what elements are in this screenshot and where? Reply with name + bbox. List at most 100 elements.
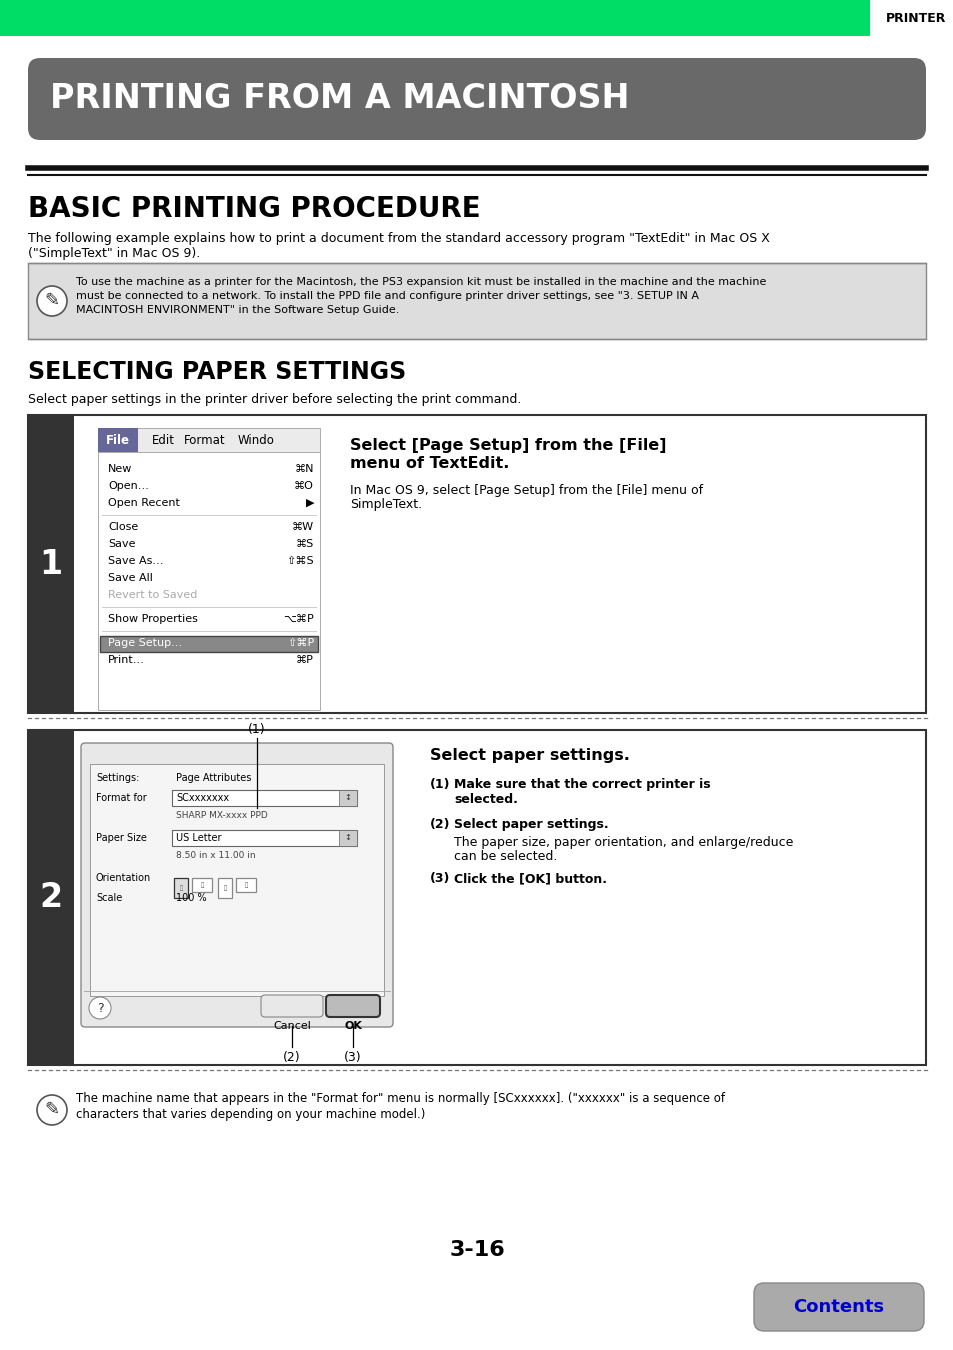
Bar xyxy=(98,428,319,452)
Text: Cancel: Cancel xyxy=(273,1021,311,1031)
Circle shape xyxy=(37,286,67,316)
Text: 8.50 in x 11.00 in: 8.50 in x 11.00 in xyxy=(175,852,255,860)
Bar xyxy=(218,878,232,898)
Text: can be selected.: can be selected. xyxy=(454,850,557,863)
Text: PRINTER: PRINTER xyxy=(885,12,945,24)
Text: (3): (3) xyxy=(344,1052,361,1064)
Text: MACINTOSH ENVIRONMENT" in the Software Setup Guide.: MACINTOSH ENVIRONMENT" in the Software S… xyxy=(76,305,399,315)
Text: (2): (2) xyxy=(430,818,450,832)
Text: ⌥⌘P: ⌥⌘P xyxy=(283,614,314,624)
Text: Paper Size: Paper Size xyxy=(96,833,147,842)
Text: US Letter: US Letter xyxy=(175,833,221,842)
Text: ⌘S: ⌘S xyxy=(295,539,314,549)
Circle shape xyxy=(89,998,111,1019)
Text: (1): (1) xyxy=(248,724,266,736)
Text: ⬜: ⬜ xyxy=(244,882,248,888)
Text: ⬜: ⬜ xyxy=(200,882,203,888)
Bar xyxy=(172,769,356,786)
Text: Orientation: Orientation xyxy=(96,873,152,883)
Text: Format: Format xyxy=(184,433,226,447)
Text: ⌘P: ⌘P xyxy=(295,655,314,666)
Text: Select paper settings in the printer driver before selecting the print command.: Select paper settings in the printer dri… xyxy=(28,393,521,406)
Text: Save: Save xyxy=(108,539,135,549)
Text: The following example explains how to print a document from the standard accesso: The following example explains how to pr… xyxy=(28,232,769,244)
Text: ⌘O: ⌘O xyxy=(294,481,314,491)
Text: ⇧⌘P: ⇧⌘P xyxy=(287,639,314,648)
Bar xyxy=(28,730,925,1065)
Text: (1): (1) xyxy=(430,778,450,791)
Bar xyxy=(90,764,384,996)
Text: ✎: ✎ xyxy=(45,292,59,311)
Text: Page Setup…: Page Setup… xyxy=(108,639,182,648)
Text: Print…: Print… xyxy=(108,655,145,666)
Text: menu of TextEdit.: menu of TextEdit. xyxy=(350,456,509,471)
Text: Close: Close xyxy=(108,522,138,532)
Bar xyxy=(0,0,953,36)
Text: ⌘W: ⌘W xyxy=(292,522,314,532)
Text: Show Properties: Show Properties xyxy=(108,614,197,624)
Bar xyxy=(100,636,317,652)
Bar xyxy=(0,0,869,36)
Text: BASIC PRINTING PROCEDURE: BASIC PRINTING PROCEDURE xyxy=(28,194,480,223)
Text: File: File xyxy=(106,433,130,447)
Text: Make sure that the correct printer is: Make sure that the correct printer is xyxy=(454,778,710,791)
Text: ⌘N: ⌘N xyxy=(294,464,314,474)
Text: Click the [OK] button.: Click the [OK] button. xyxy=(454,872,606,886)
Text: In Mac OS 9, select [Page Setup] from the [File] menu of: In Mac OS 9, select [Page Setup] from th… xyxy=(350,485,702,497)
Bar xyxy=(173,878,188,898)
Text: Contents: Contents xyxy=(793,1297,883,1316)
Text: SHARP MX-xxxx PPD: SHARP MX-xxxx PPD xyxy=(175,811,268,821)
Text: Page Attributes: Page Attributes xyxy=(175,774,251,783)
Bar xyxy=(28,263,925,339)
Text: ?: ? xyxy=(96,1002,103,1014)
Bar xyxy=(338,790,356,806)
Bar xyxy=(98,452,319,710)
Text: Scale: Scale xyxy=(96,892,122,903)
Text: Windo: Windo xyxy=(237,433,274,447)
Text: SCxxxxxxx: SCxxxxxxx xyxy=(175,792,229,803)
Text: 2: 2 xyxy=(39,882,63,914)
Text: Open Recent: Open Recent xyxy=(108,498,180,508)
Text: The paper size, paper orientation, and enlarge/reduce: The paper size, paper orientation, and e… xyxy=(454,836,793,849)
Bar xyxy=(192,878,212,892)
Bar xyxy=(172,890,356,906)
Text: Select paper settings.: Select paper settings. xyxy=(454,818,608,832)
Text: Select [Page Setup] from the [File]: Select [Page Setup] from the [File] xyxy=(350,437,666,454)
Bar xyxy=(869,0,953,36)
Text: Revert to Saved: Revert to Saved xyxy=(108,590,197,599)
Text: ("SimpleText" in Mac OS 9).: ("SimpleText" in Mac OS 9). xyxy=(28,247,200,261)
Circle shape xyxy=(37,1095,67,1125)
Text: OK: OK xyxy=(344,1021,361,1031)
FancyBboxPatch shape xyxy=(261,995,323,1017)
FancyBboxPatch shape xyxy=(753,1282,923,1331)
Text: Open…: Open… xyxy=(108,481,149,491)
Text: ⬜: ⬜ xyxy=(223,886,227,891)
Text: Edit: Edit xyxy=(152,433,174,447)
Text: 3-16: 3-16 xyxy=(449,1241,504,1260)
Bar xyxy=(98,428,138,452)
Text: (2): (2) xyxy=(283,1052,300,1064)
Text: SimpleText.: SimpleText. xyxy=(350,498,421,512)
Bar xyxy=(28,414,74,713)
Text: 1: 1 xyxy=(39,548,63,580)
Text: ↕: ↕ xyxy=(344,833,351,842)
Text: ⬜: ⬜ xyxy=(179,886,182,891)
Text: characters that varies depending on your machine model.): characters that varies depending on your… xyxy=(76,1108,425,1120)
Bar xyxy=(172,830,356,846)
Text: ⇧⌘S: ⇧⌘S xyxy=(286,556,314,566)
Text: ✎: ✎ xyxy=(45,1102,59,1119)
Bar xyxy=(235,878,255,892)
Text: must be connected to a network. To install the PPD file and configure printer dr: must be connected to a network. To insta… xyxy=(76,292,699,301)
FancyBboxPatch shape xyxy=(28,58,925,140)
Bar xyxy=(28,414,925,713)
Text: Select paper settings.: Select paper settings. xyxy=(430,748,629,763)
Bar xyxy=(172,790,356,806)
Text: selected.: selected. xyxy=(454,792,517,806)
Text: ▶: ▶ xyxy=(305,498,314,508)
Text: The machine name that appears in the "Format for" menu is normally [SCxxxxxx]. (: The machine name that appears in the "Fo… xyxy=(76,1092,724,1106)
Text: PRINTING FROM A MACINTOSH: PRINTING FROM A MACINTOSH xyxy=(50,82,629,116)
Text: New: New xyxy=(108,464,132,474)
Text: Save All: Save All xyxy=(108,572,152,583)
Text: Save As…: Save As… xyxy=(108,556,163,566)
Text: Settings:: Settings: xyxy=(96,774,139,783)
